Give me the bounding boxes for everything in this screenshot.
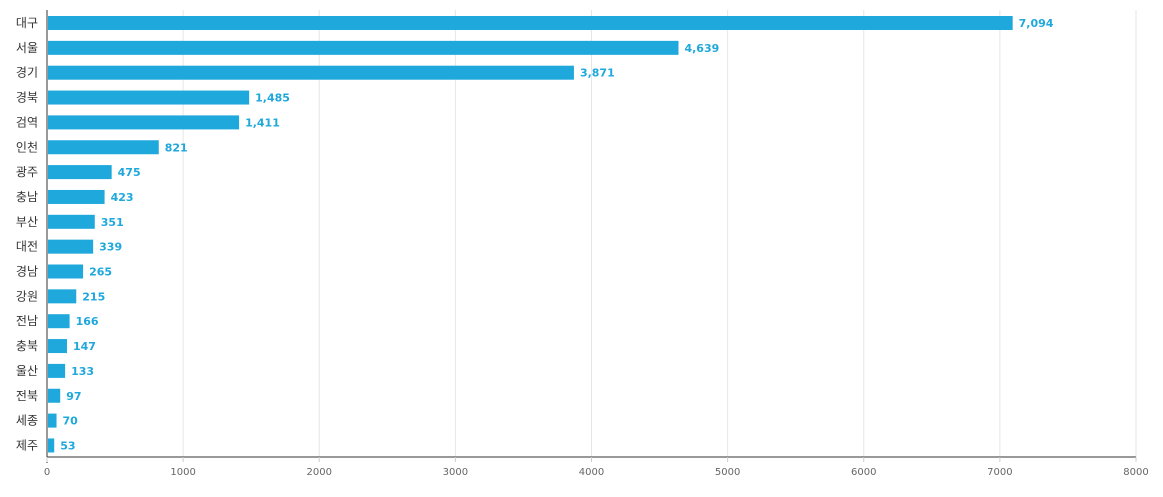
value-label: 1,411	[245, 116, 280, 129]
value-label: 166	[76, 315, 99, 328]
value-label: 821	[165, 141, 188, 154]
bar	[48, 40, 679, 55]
value-label: 351	[101, 216, 124, 229]
x-axis-ticks: 0 1000 2000 3000 4000 5000 6000 7000 8000	[44, 457, 1149, 478]
x-tick-label: 1000	[170, 467, 195, 478]
category-label: 제주	[16, 438, 38, 452]
x-tick-label: 4000	[579, 467, 604, 478]
grid-lines	[182, 10, 1137, 457]
value-label: 423	[111, 191, 134, 204]
category-label: 서울	[16, 41, 38, 55]
bar	[48, 388, 61, 403]
category-label: 검역	[16, 115, 38, 129]
bar	[48, 339, 68, 354]
category-label: 강원	[16, 289, 38, 303]
category-label: 충북	[16, 339, 38, 353]
category-label: 경남	[16, 265, 38, 279]
bar	[48, 289, 77, 304]
category-label: 광주	[16, 165, 38, 179]
labels: 대구 7,094 서울 4,639 경기 3,871 경북 1,485 검역 1,411 인천 821…	[16, 16, 1054, 452]
x-tick-label: 6000	[851, 467, 876, 478]
bar	[48, 165, 112, 180]
category-label: 대구	[16, 16, 38, 30]
category-label: 전북	[16, 389, 38, 403]
value-label: 3,871	[580, 67, 615, 80]
category-label: 전남	[16, 314, 38, 328]
bar	[48, 65, 574, 80]
category-label: 부산	[16, 215, 38, 229]
bar	[48, 90, 250, 105]
bar	[48, 363, 66, 378]
category-label: 충남	[16, 190, 38, 204]
value-label: 7,094	[1019, 17, 1054, 30]
bar	[48, 239, 94, 254]
value-label: 339	[99, 241, 122, 254]
x-tick-label: 7000	[987, 467, 1012, 478]
value-label: 215	[82, 290, 105, 303]
bars	[48, 16, 1013, 453]
bar	[48, 214, 95, 229]
value-label: 475	[118, 166, 141, 179]
category-label: 경북	[16, 91, 38, 105]
value-label: 1,485	[255, 92, 290, 105]
value-label: 4,639	[684, 42, 719, 55]
bar	[48, 314, 70, 329]
bar	[48, 189, 105, 204]
value-label: 70	[63, 415, 79, 428]
category-label: 세종	[16, 414, 38, 428]
category-label: 경기	[16, 66, 38, 80]
category-label: 대전	[16, 240, 38, 254]
category-label: 울산	[16, 364, 38, 378]
x-tick-label: 5000	[715, 467, 740, 478]
x-tick-label: 8000	[1123, 467, 1148, 478]
bar	[48, 140, 159, 155]
bar	[48, 115, 240, 130]
category-label: 인천	[16, 139, 38, 154]
x-tick-label: 0	[44, 467, 50, 478]
bar	[48, 264, 84, 279]
value-label: 97	[66, 390, 81, 403]
value-label: 133	[71, 365, 94, 378]
bar	[48, 413, 57, 428]
bar	[48, 438, 55, 453]
value-label: 53	[60, 439, 75, 452]
value-label: 265	[89, 266, 112, 279]
x-tick-label: 3000	[443, 467, 468, 478]
x-tick-label: 2000	[307, 467, 332, 478]
bar	[48, 16, 1013, 30]
value-label: 147	[73, 340, 96, 353]
